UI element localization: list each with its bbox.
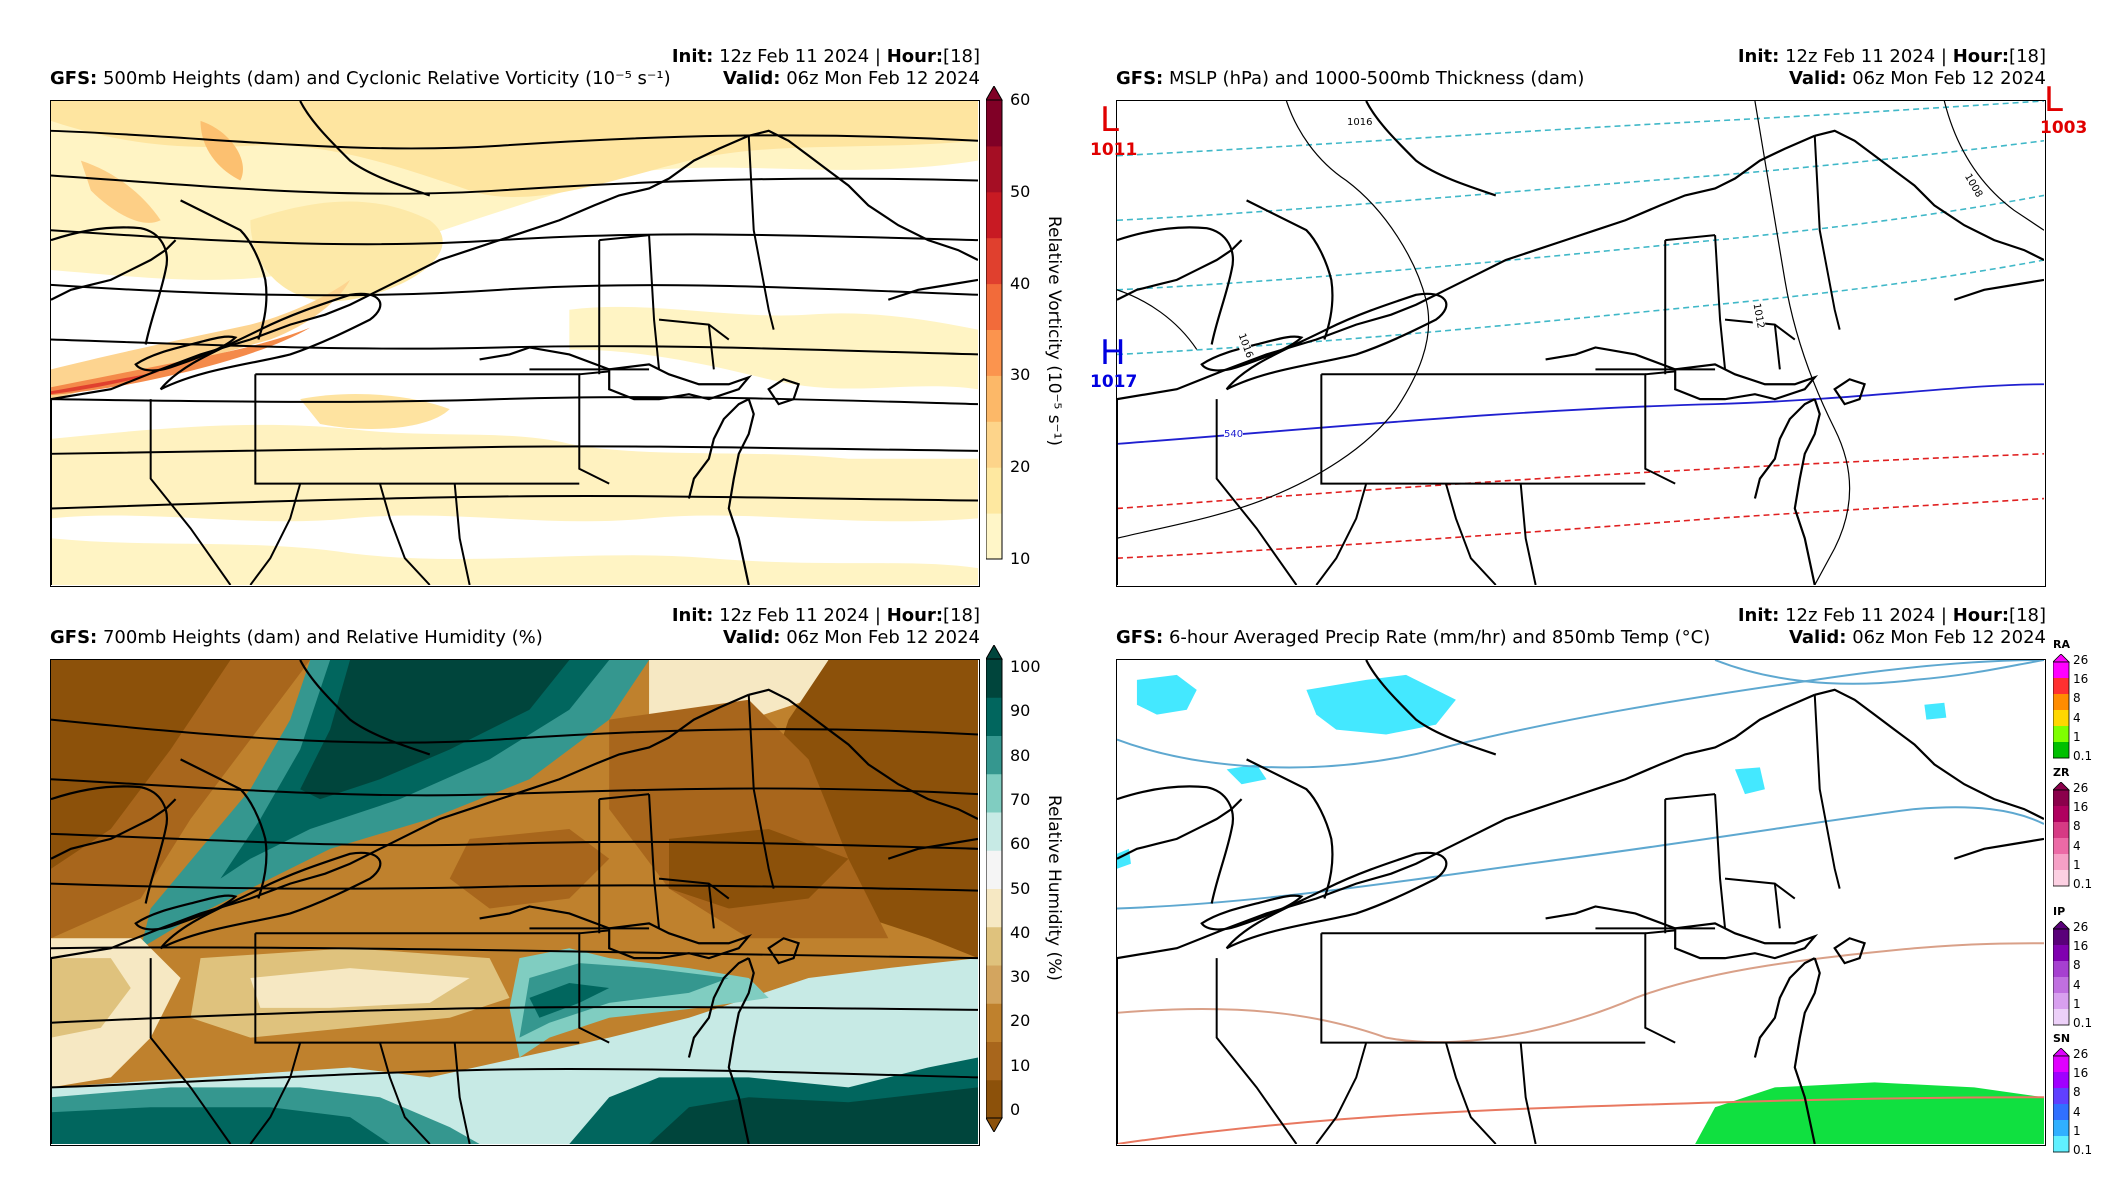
colorbar-tick: 90 <box>1010 701 1031 721</box>
valid-line: Valid: 06z Mon Feb 12 2024 <box>1788 68 2046 89</box>
precip-tick: 16 <box>2073 939 2089 954</box>
colorbar-scale <box>985 84 1003 560</box>
title-line: GFS: 700mb Heights (dam) and Relative Hu… <box>50 627 543 648</box>
precip-tick: 4 <box>2073 838 2081 853</box>
low-pressure-symbol: L <box>1100 100 1119 140</box>
precip-type-label: IP <box>2053 905 2066 918</box>
precip-tick: 26 <box>2073 653 2089 667</box>
title-line: GFS: 6-hour Averaged Precip Rate (mm/hr)… <box>1116 627 1711 648</box>
precip-tick: 8 <box>2073 1085 2081 1100</box>
colorbar-label: Relative Vorticity (10⁻⁵ s⁻¹) <box>1044 216 1064 446</box>
map-mslp <box>1116 100 2046 587</box>
precip-colorbar <box>2053 921 2070 1026</box>
init-line: Init: 12z Feb 11 2024 | Hour:[18] <box>1737 605 2046 626</box>
colorbar-label: Relative Humidity (%) <box>1044 795 1064 981</box>
map-canvas <box>1117 101 2044 585</box>
map-rh <box>50 659 980 1146</box>
precip-tick: 8 <box>2073 819 2081 834</box>
title-line: GFS: MSLP (hPa) and 1000-500mb Thickness… <box>1116 68 1585 89</box>
colorbar-tick: 0 <box>1010 1100 1021 1119</box>
precip-tick: 16 <box>2073 1066 2089 1081</box>
valid-line: Valid: 06z Mon Feb 12 2024 <box>722 68 980 89</box>
map-canvas <box>51 660 978 1144</box>
precip-tick: 16 <box>2073 800 2089 815</box>
precip-colorbar <box>2053 654 2070 759</box>
precip-tick: 16 <box>2073 672 2089 687</box>
contour-label: 540 <box>1224 429 1244 441</box>
pressure-value: 1017 <box>1090 372 1138 392</box>
precip-tick: 4 <box>2073 977 2081 992</box>
precip-type-label: RA <box>2053 638 2070 651</box>
precip-colorbar <box>2053 1048 2070 1153</box>
colorbar-tick: 100 <box>1010 657 1041 676</box>
precip-tick: 1 <box>2073 729 2081 744</box>
colorbar-tick: 10 <box>1010 1055 1031 1075</box>
valid-line: Valid: 06z Mon Feb 12 2024 <box>1788 627 2046 648</box>
colorbar-tick: 10 <box>1010 549 1031 568</box>
colorbar-tick: 30 <box>1010 967 1031 987</box>
colorbar-tick: 50 <box>1010 181 1031 201</box>
precip-type-label: SN <box>2053 1032 2071 1045</box>
colorbar-tick: 40 <box>1010 273 1031 293</box>
title-line: GFS: 500mb Heights (dam) and Cyclonic Re… <box>50 68 671 89</box>
colorbar: 60 50 40 30 20 10 Relative Vorticity (10⁻⁵ s⁻¹… <box>985 84 1064 577</box>
map-canvas <box>51 101 978 585</box>
colorbar-tick: 60 <box>1010 90 1031 109</box>
map-precip <box>1116 659 2046 1146</box>
precip-tick: 0.1 <box>2073 1143 2093 1157</box>
init-line: Init: 12z Feb 11 2024 | Hour:[18] <box>1737 46 2046 67</box>
precip-tick: 8 <box>2073 958 2081 973</box>
precip-tick: 1 <box>2073 996 2081 1011</box>
map-vort <box>50 100 980 587</box>
low-pressure-symbol: L <box>2044 80 2063 120</box>
precip-tick: 0.1 <box>2073 1016 2093 1030</box>
precip-tick: 1 <box>2073 1123 2081 1138</box>
colorbar-tick: 50 <box>1010 878 1031 898</box>
pressure-value: 1011 <box>1090 140 1138 160</box>
colorbar-tick: 70 <box>1010 789 1031 809</box>
init-line: Init: 12z Feb 11 2024 | Hour:[18] <box>671 46 980 67</box>
colorbar-scale <box>985 643 1003 1134</box>
valid-line: Valid: 06z Mon Feb 12 2024 <box>722 627 980 648</box>
precip-tick: 1 <box>2073 857 2081 872</box>
contour-label: 1016 <box>1347 117 1373 129</box>
colorbar-tick: 30 <box>1010 365 1031 385</box>
precip-type-label: ZR <box>2053 766 2070 779</box>
precip-tick: 26 <box>2073 781 2089 795</box>
precip-colorbar <box>2053 782 2070 887</box>
colorbar: 100 90 80 70 60 50 40 30 20 10 0 Relative Humidity … <box>985 643 1064 1136</box>
precip-tick: 26 <box>2073 920 2089 934</box>
colorbar-tick: 20 <box>1010 1011 1031 1031</box>
colorbar-tick: 20 <box>1010 457 1031 477</box>
precip-tick: 0.1 <box>2073 749 2093 763</box>
precip-tick: 4 <box>2073 710 2081 725</box>
init-line: Init: 12z Feb 11 2024 | Hour:[18] <box>671 605 980 626</box>
colorbar-tick: 40 <box>1010 922 1031 942</box>
pressure-value: 1003 <box>2040 118 2088 138</box>
map-canvas <box>1117 660 2044 1144</box>
colorbar-tick: 60 <box>1010 834 1031 854</box>
colorbar-tick: 80 <box>1010 745 1031 765</box>
precip-tick: 4 <box>2073 1104 2081 1119</box>
precip-tick: 8 <box>2073 691 2081 706</box>
high-pressure-symbol: H <box>1100 333 1126 373</box>
precip-tick: 0.1 <box>2073 877 2093 891</box>
precip-tick: 26 <box>2073 1047 2089 1061</box>
